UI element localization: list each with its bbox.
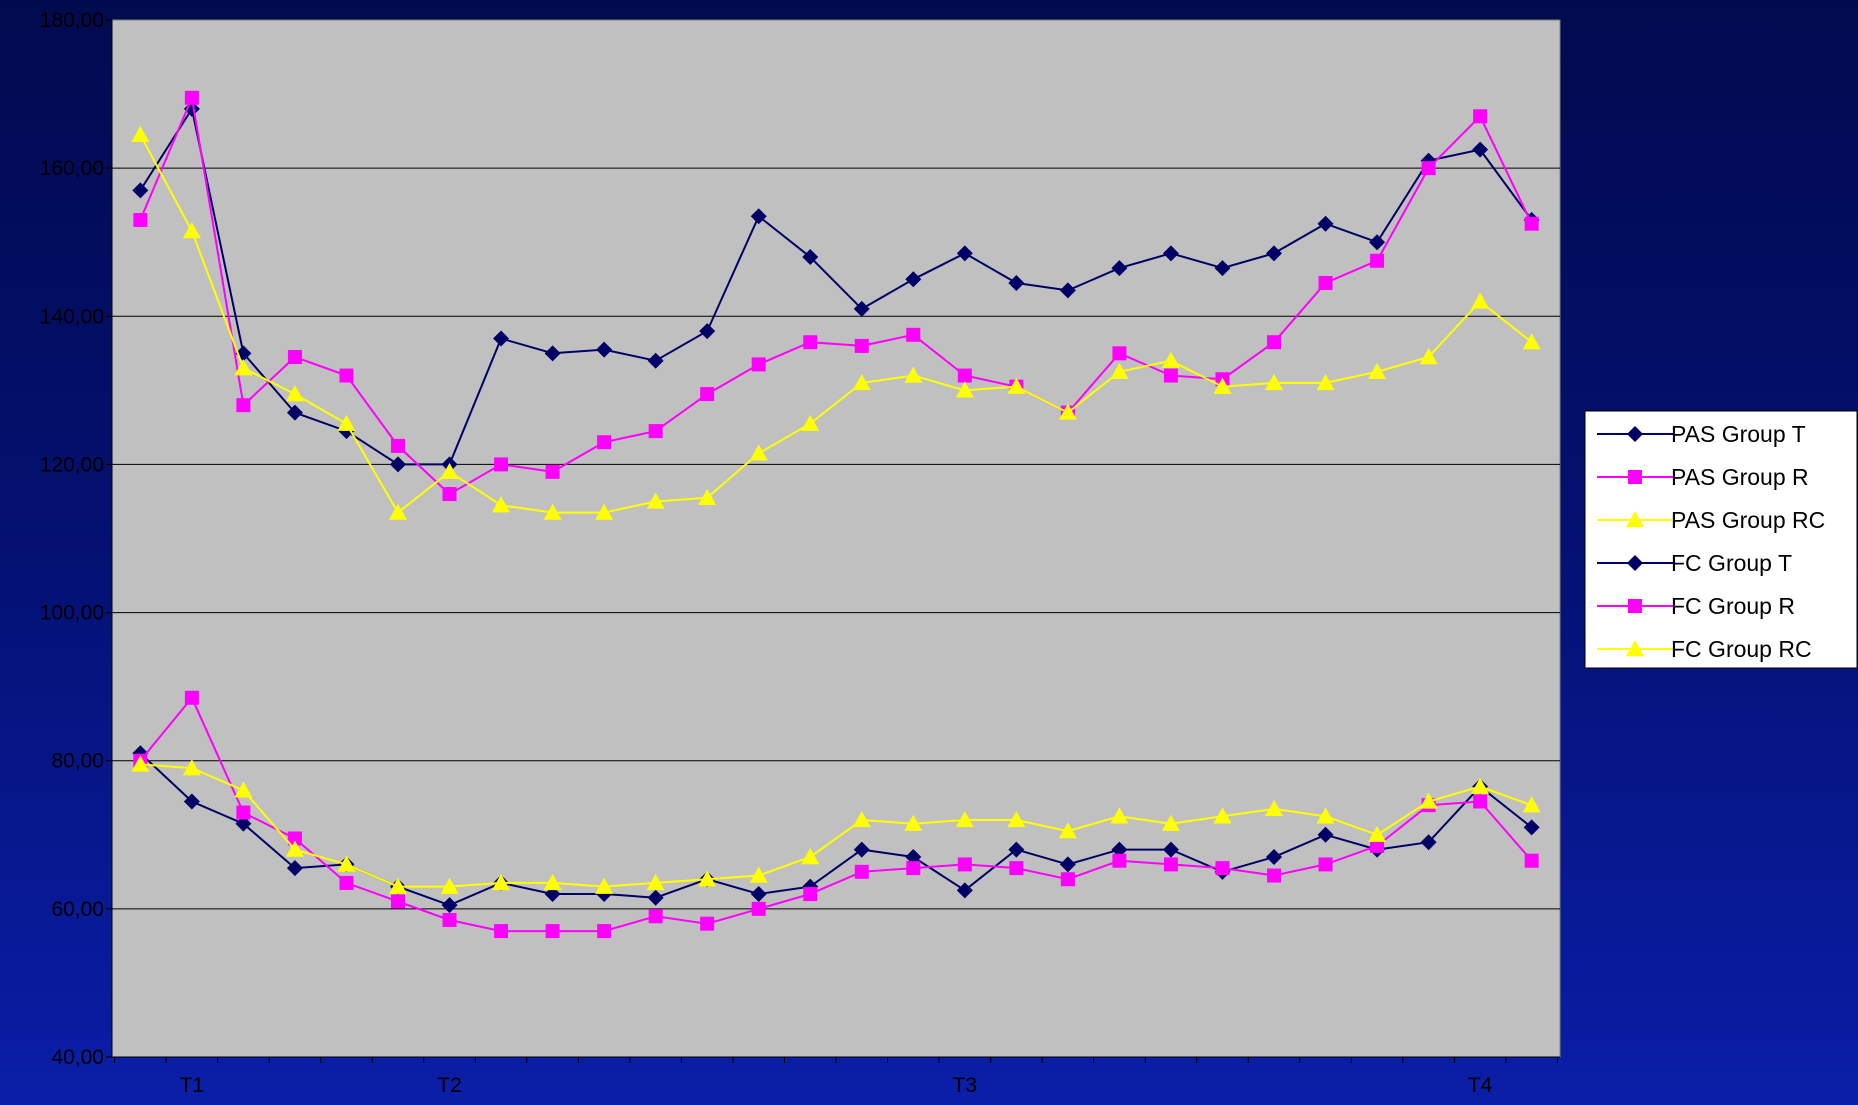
data-point (700, 387, 714, 401)
legend-box (1585, 411, 1857, 668)
data-point (1525, 854, 1539, 868)
data-point (1267, 335, 1281, 349)
x-tick-label: T2 (437, 1074, 462, 1097)
data-point (494, 924, 508, 938)
data-point (1009, 861, 1023, 875)
data-point (1473, 109, 1487, 123)
data-point (1112, 854, 1126, 868)
data-point (1525, 217, 1539, 231)
data-point (1370, 254, 1384, 268)
data-point (1164, 857, 1178, 871)
data-point (185, 691, 199, 705)
legend-label: PAS Group T (1671, 421, 1806, 447)
legend-label: FC Group R (1671, 593, 1795, 619)
data-point (339, 369, 353, 383)
y-tick-label: 100,00 (40, 602, 104, 625)
data-point (236, 398, 250, 412)
y-axis: 40,00 60,00 80,00 100,00 120,00 140,00 160,00 1… (40, 9, 112, 1069)
data-point (855, 339, 869, 353)
plot-area (112, 20, 1560, 1057)
data-point (958, 857, 972, 871)
y-tick-label: 180,00 (40, 9, 104, 32)
data-point (700, 917, 714, 931)
data-point (133, 213, 147, 227)
data-point (1164, 369, 1178, 383)
data-point (1422, 161, 1436, 175)
data-point (649, 424, 663, 438)
data-point (906, 328, 920, 342)
data-point (1215, 861, 1229, 875)
data-point (1319, 276, 1333, 290)
data-point (803, 887, 817, 901)
y-tick-label: 120,00 (40, 453, 104, 476)
legend-label: FC Group T (1671, 550, 1792, 576)
data-point (443, 487, 457, 501)
data-point (339, 876, 353, 890)
data-point (494, 457, 508, 471)
legend-label: PAS Group R (1671, 464, 1809, 490)
legend-marker (1628, 599, 1642, 613)
data-point (236, 806, 250, 820)
data-point (649, 909, 663, 923)
data-point (855, 865, 869, 879)
data-point (391, 894, 405, 908)
data-point (906, 861, 920, 875)
y-tick-label: 80,00 (51, 750, 104, 773)
data-point (391, 439, 405, 453)
y-tick-label: 160,00 (40, 157, 104, 180)
data-point (1473, 794, 1487, 808)
data-point (752, 902, 766, 916)
legend: PAS Group T PAS Group R PAS Group RC FC Gro… (1585, 411, 1857, 668)
legend-label: PAS Group RC (1671, 507, 1825, 533)
y-tick-label: 140,00 (40, 305, 104, 328)
data-point (752, 357, 766, 371)
data-point (597, 924, 611, 938)
x-tick-label: T3 (953, 1074, 978, 1097)
y-tick-label: 40,00 (51, 1046, 104, 1069)
data-point (443, 913, 457, 927)
data-point (546, 924, 560, 938)
data-point (803, 335, 817, 349)
x-tick-label: T4 (1468, 1074, 1493, 1097)
data-point (185, 91, 199, 105)
x-tick-label: T1 (180, 1074, 205, 1097)
data-point (1061, 872, 1075, 886)
x-axis: T1 T2 T3 T4 (112, 1057, 1560, 1097)
data-point (288, 350, 302, 364)
data-point (1267, 869, 1281, 883)
legend-marker (1628, 470, 1642, 484)
data-point (1319, 857, 1333, 871)
data-point (597, 435, 611, 449)
data-point (546, 465, 560, 479)
y-tick-label: 60,00 (51, 898, 104, 921)
data-point (958, 369, 972, 383)
data-point (1112, 346, 1126, 360)
legend-label: FC Group RC (1671, 636, 1812, 662)
